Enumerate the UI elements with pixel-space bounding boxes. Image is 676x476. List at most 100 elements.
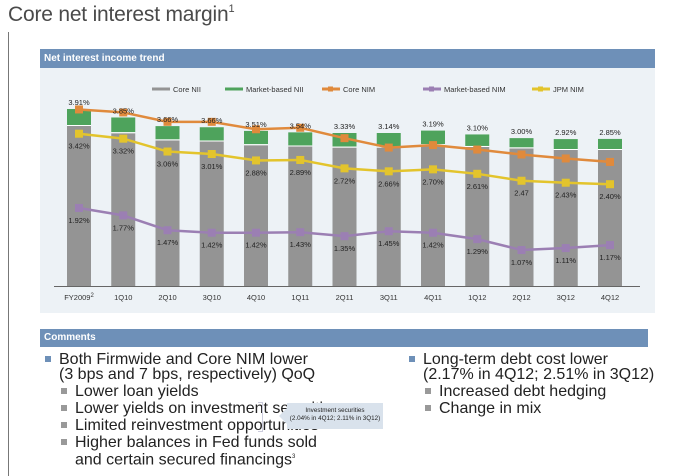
market-based-nim-point xyxy=(207,228,216,237)
legend-label: JPM NIM xyxy=(553,85,584,94)
market-based-nim-data-label: 1.11% xyxy=(555,256,576,265)
jpm-nim-point xyxy=(207,150,216,159)
core-nim-point xyxy=(252,125,260,134)
x-tick-label: 2Q11 xyxy=(336,293,354,302)
jpm-nim-data-label: 2.61% xyxy=(467,182,489,191)
comment-line: and certain secured financings3 xyxy=(75,451,296,469)
market-based-nim-data-label: 1.47% xyxy=(157,238,179,247)
bar-market-based-nii xyxy=(155,126,180,140)
core-nim-point xyxy=(207,117,216,126)
right-comment-item: Long-term debt cost lower (2.17% in 4Q12;… xyxy=(404,351,654,383)
chart-panel-header: Net interest income trend xyxy=(40,49,655,68)
jpm-nim-data-label: 2.88% xyxy=(245,168,267,177)
core-nim-point xyxy=(561,154,570,163)
jpm-nim-data-label: 2.47 xyxy=(514,189,529,198)
jpm-nim-point xyxy=(561,178,570,187)
comment-line: Long-term debt cost lower xyxy=(423,351,608,368)
market-based-nim-data-label: 1.92% xyxy=(68,216,90,225)
jpm-nim-point xyxy=(252,156,260,165)
core-nim-data-label: 2.85% xyxy=(599,128,621,137)
market-based-nim-point xyxy=(384,227,393,236)
jpm-nim-data-label: 2.70% xyxy=(422,177,444,186)
market-based-nim-point xyxy=(517,246,526,255)
market-based-nim-data-label: 1.29% xyxy=(467,247,489,256)
bullet-square-icon xyxy=(61,388,67,394)
jpm-nim-data-label: 3.01% xyxy=(201,162,223,171)
right-comment-item: Increased debt hedging xyxy=(420,383,607,400)
core-nim-data-label: 3.66% xyxy=(201,116,223,125)
core-nim-data-label: 3.91% xyxy=(68,98,90,107)
title-footnote: 1 xyxy=(228,3,235,15)
jpm-nim-point xyxy=(75,129,83,138)
investment-securities-callout: Investment securities (2.04% in 4Q12; 2.… xyxy=(279,403,383,429)
x-tick-label: 3Q12 xyxy=(557,293,575,302)
jpm-nim-point xyxy=(429,165,437,174)
jpm-nim-point xyxy=(296,155,305,164)
comment-line: Limited reinvestment opportunities xyxy=(75,417,319,434)
bar-core-nii xyxy=(199,141,224,286)
jpm-nim-point xyxy=(473,169,482,178)
jpm-nim-data-label: 2.43% xyxy=(555,191,577,200)
callout-bracket xyxy=(258,402,263,432)
core-nim-data-label: 3.66% xyxy=(157,115,179,124)
jpm-nim-data-label: 2.66% xyxy=(378,179,400,188)
market-based-nim-data-label: 1.42% xyxy=(201,241,223,250)
legend-label: Core NII xyxy=(173,85,201,94)
bar-market-based-nii xyxy=(509,138,534,148)
left-comment-item: Limited reinvestment opportunities xyxy=(56,417,319,434)
market-based-nim-data-label: 1.42% xyxy=(245,241,267,250)
core-nim-data-label: 3.51% xyxy=(245,120,267,129)
core-nim-point xyxy=(163,117,172,126)
core-nim-data-label: 2.92% xyxy=(555,128,577,137)
bar-core-nii xyxy=(598,150,622,286)
x-tick-label: 1Q12 xyxy=(468,293,486,302)
market-based-nim-data-label: 1.43% xyxy=(290,240,312,249)
bullet-square-icon xyxy=(425,405,431,411)
bar-core-nii xyxy=(509,148,534,286)
bullet-square-icon xyxy=(409,356,415,362)
core-nim-data-label: 3.54% xyxy=(290,121,312,130)
x-tick-label: 4Q11 xyxy=(424,293,442,302)
bar-market-based-nii xyxy=(553,139,578,149)
chart-panel: Core NII Market-based NII Core NIM Market-b… xyxy=(40,68,655,313)
x-tick-label: 3Q10 xyxy=(203,293,221,302)
bar-core-nii xyxy=(288,146,313,286)
jpm-nim-data-label: 3.06% xyxy=(157,160,179,169)
core-nim-point xyxy=(119,108,128,117)
jpm-nim-point xyxy=(384,167,393,176)
core-nim-data-label: 3.33% xyxy=(334,122,356,131)
bar-core-nii xyxy=(465,146,490,286)
market-based-nim-point xyxy=(252,228,260,237)
x-tick-label: 4Q10 xyxy=(247,293,265,302)
jpm-nim-point xyxy=(163,147,172,156)
nii-chart: Core NII Market-based NII Core NIM Market-b… xyxy=(54,85,640,302)
comment-line: Lower loan yields xyxy=(75,383,199,400)
left-comment-item: Both Firmwide and Core NIM lower (3 bps a… xyxy=(40,352,315,383)
market-based-nim-data-label: 1.35% xyxy=(334,244,356,253)
core-nim-data-label: 3.10% xyxy=(467,123,489,132)
market-based-nim-data-label: 1.42% xyxy=(422,241,444,250)
jpm-nim-point xyxy=(517,176,526,185)
core-nim-point xyxy=(517,150,526,159)
bar-market-based-nii xyxy=(465,134,490,146)
market-based-nim-data-label: 1.07% xyxy=(511,258,533,267)
market-based-nim-data-label: 1.45% xyxy=(378,239,400,248)
core-nim-point xyxy=(473,145,482,154)
bar-core-nii xyxy=(111,133,136,286)
market-based-nim-data-label: 1.17% xyxy=(599,253,621,262)
comment-line: Higher balances in Fed funds sold xyxy=(75,434,317,451)
bar-market-based-nii xyxy=(67,109,91,125)
side-rule xyxy=(8,32,9,476)
core-nim-point xyxy=(75,105,83,114)
callout-title: Investment securities xyxy=(305,407,365,414)
jpm-nim-data-label: 3.32% xyxy=(113,147,135,156)
x-tick-footnote: 2 xyxy=(90,293,94,299)
page-title: Core net interest margin1 xyxy=(8,3,235,27)
right-comment-item: Change in mix xyxy=(420,401,541,417)
jpm-nim-data-label: 2.40% xyxy=(599,192,621,201)
market-based-nim-point xyxy=(75,203,83,212)
legend-label: Market-based NII xyxy=(246,85,304,94)
core-nim-point xyxy=(340,134,349,143)
comment-line: Increased debt hedging xyxy=(439,383,607,400)
x-tick-label: 2Q10 xyxy=(158,293,176,302)
